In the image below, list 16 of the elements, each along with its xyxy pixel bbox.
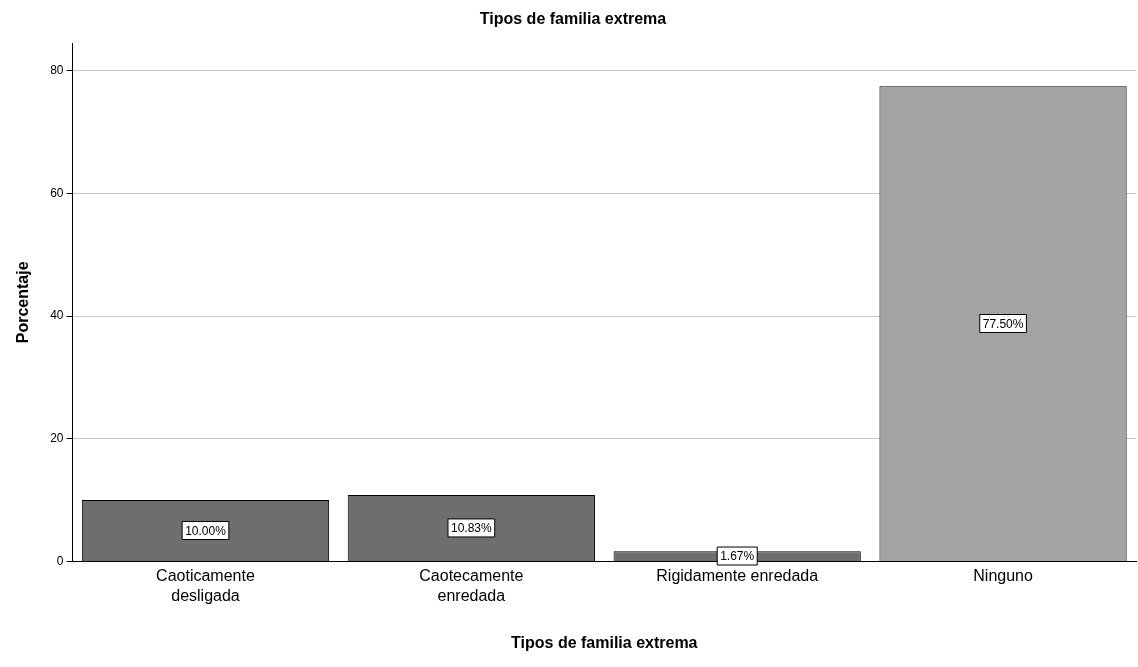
x-tick-label: Caoticamente desligada [156, 567, 255, 604]
chart-title: Tipos de familia extrema [479, 10, 667, 28]
y-axis-title: Porcentaje [14, 261, 32, 344]
y-tick-label: 80 [50, 63, 64, 78]
x-tick-label: Rigidamente enredada [656, 567, 819, 585]
y-tick-label: 20 [50, 431, 64, 446]
y-tick-label: 0 [56, 553, 64, 568]
y-tick-label: 60 [50, 185, 64, 200]
data-label: 1.67% [720, 549, 755, 564]
x-tick-label: Ninguno [973, 567, 1033, 585]
y-tick-label: 40 [50, 308, 64, 323]
data-label: 77.50% [982, 316, 1024, 331]
x-axis-title: Tipos de familia extrema [511, 633, 698, 651]
x-tick-label: Caotecamente enredada [419, 567, 524, 604]
data-label: 10.83% [450, 521, 493, 536]
data-label: 10.00% [185, 523, 227, 538]
